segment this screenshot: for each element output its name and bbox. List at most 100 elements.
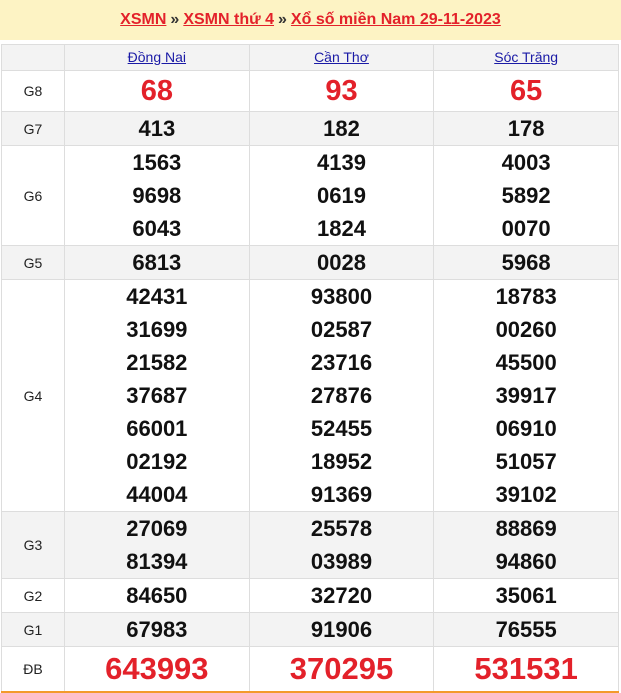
prize-number: 1824 <box>317 216 366 241</box>
prize-number: 68 <box>140 75 173 107</box>
prize-cell: 84650 <box>64 578 250 613</box>
prize-cell: 65 <box>433 70 619 112</box>
prize-cell: 68 <box>64 70 250 112</box>
prize-number: 02192 <box>126 449 188 474</box>
prize-number: 18952 <box>310 449 373 474</box>
breadcrumb-xsmn-link[interactable]: XSMN <box>120 11 167 28</box>
corner-cell <box>1 44 65 71</box>
prize-number: 39102 <box>495 482 557 507</box>
prize-row-g7: G7 413 182 178 <box>1 111 619 146</box>
prize-number: 370295 <box>289 651 394 686</box>
prize-number: 4139 <box>317 150 366 175</box>
prize-number: 32720 <box>310 583 373 608</box>
prize-cell: 182 <box>248 111 435 146</box>
prize-number: 88869 <box>495 516 557 541</box>
prize-number: 5968 <box>501 250 551 275</box>
prize-cell: 42431 31699 21582 37687 66001 02192 44004 <box>64 279 250 512</box>
prize-cell: 93 <box>248 70 435 112</box>
prize-label: G8 <box>1 70 65 112</box>
prize-cell: 643993 <box>64 646 250 693</box>
prize-number: 25578 <box>310 516 373 541</box>
prize-label: G6 <box>1 145 65 246</box>
prize-cell: 178 <box>433 111 619 146</box>
prize-cell: 370295 <box>248 646 435 693</box>
prize-number: 76555 <box>495 617 557 642</box>
prize-number: 6813 <box>132 250 182 275</box>
prize-label: ĐB <box>1 646 65 693</box>
prize-number: 9698 <box>132 183 182 208</box>
prize-number: 94860 <box>495 549 557 574</box>
prize-cell: 413 <box>64 111 250 146</box>
prize-number: 52455 <box>310 416 373 441</box>
prize-row-g5: G5 6813 0028 5968 <box>1 245 619 280</box>
prize-number: 06910 <box>495 416 557 441</box>
prize-cell: 18783 00260 45500 39917 06910 51057 39102 <box>433 279 619 512</box>
prize-cell: 91906 <box>248 612 435 647</box>
prize-cell: 88869 94860 <box>433 511 619 579</box>
province-link[interactable]: Cần Thơ <box>314 48 369 65</box>
prize-row-g8: G8 68 93 65 <box>1 70 619 112</box>
prize-number: 27876 <box>310 383 373 408</box>
prize-number: 45500 <box>495 350 557 375</box>
prize-number: 44004 <box>126 482 188 507</box>
prize-number: 18783 <box>495 284 557 309</box>
breadcrumb-separator: » <box>278 11 287 28</box>
prize-number: 00260 <box>495 317 557 342</box>
prize-label: G7 <box>1 111 65 146</box>
province-link[interactable]: Sóc Trăng <box>494 48 559 65</box>
prize-row-g1: G1 67983 91906 76555 <box>1 612 619 647</box>
prize-cell: 0028 <box>248 245 435 280</box>
prize-cell: 5968 <box>433 245 619 280</box>
prize-label: G5 <box>1 245 65 280</box>
prize-number: 4003 <box>501 150 551 175</box>
breadcrumb: XSMN» XSMN thứ 4» Xổ số miền Nam 29-11-202… <box>0 0 621 40</box>
prize-cell: 6813 <box>64 245 250 280</box>
prize-row-g6: G6 1563 9698 6043 4139 0619 1824 4003 5892 0070 <box>1 145 619 246</box>
prize-row-g4: G4 42431 31699 21582 37687 66001 02192 44004 938… <box>1 279 619 512</box>
prize-number: 39917 <box>495 383 557 408</box>
prize-row-g3: G3 27069 81394 25578 03989 88869 94860 <box>1 511 619 579</box>
prize-number: 413 <box>138 116 176 141</box>
prize-number: 91369 <box>310 482 373 507</box>
prize-number: 0619 <box>317 183 366 208</box>
prize-number: 93800 <box>310 284 373 309</box>
prize-cell: 93800 02587 23716 27876 52455 18952 91369 <box>248 279 435 512</box>
prize-number: 03989 <box>310 549 373 574</box>
prize-number: 178 <box>507 116 545 141</box>
prize-cell: 35061 <box>433 578 619 613</box>
prize-cell: 4139 0619 1824 <box>248 145 435 246</box>
prize-number: 0028 <box>317 250 366 275</box>
prize-row-g2: G2 84650 32720 35061 <box>1 578 619 613</box>
prize-number: 531531 <box>474 651 578 686</box>
breadcrumb-current-link[interactable]: Xổ số miền Nam 29-11-2023 <box>290 11 501 28</box>
prize-number: 65 <box>510 75 543 107</box>
prize-number: 66001 <box>126 416 188 441</box>
prize-number: 02587 <box>310 317 373 342</box>
breadcrumb-separator: » <box>170 11 180 28</box>
prize-number: 35061 <box>495 583 557 608</box>
province-header: Đồng Nai <box>64 44 250 71</box>
prize-number: 37687 <box>126 383 188 408</box>
prize-number: 6043 <box>132 216 182 241</box>
breadcrumb-day-link[interactable]: XSMN thứ 4 <box>183 11 275 28</box>
prize-number: 51057 <box>495 449 557 474</box>
province-header: Sóc Trăng <box>433 44 619 71</box>
results-table: Đồng Nai Cần Thơ Sóc Trăng G8 68 93 65 G7 413… <box>1 44 619 693</box>
prize-number: 84650 <box>126 583 188 608</box>
prize-cell: 27069 81394 <box>64 511 250 579</box>
prize-cell: 531531 <box>433 646 619 693</box>
province-header-row: Đồng Nai Cần Thơ Sóc Trăng <box>1 44 619 71</box>
prize-row-đb: ĐB 643993 370295 531531 <box>1 646 619 693</box>
prize-label: G2 <box>1 578 65 613</box>
province-link[interactable]: Đồng Nai <box>127 48 187 65</box>
prize-number: 31699 <box>126 317 188 342</box>
prize-number: 1563 <box>132 150 182 175</box>
prize-number: 91906 <box>310 617 373 642</box>
prize-cell: 1563 9698 6043 <box>64 145 250 246</box>
prize-number: 182 <box>323 116 360 141</box>
prize-cell: 76555 <box>433 612 619 647</box>
prize-label: G1 <box>1 612 65 647</box>
prize-number: 643993 <box>105 651 209 686</box>
prize-label: G4 <box>1 279 65 512</box>
prize-cell: 32720 <box>248 578 435 613</box>
